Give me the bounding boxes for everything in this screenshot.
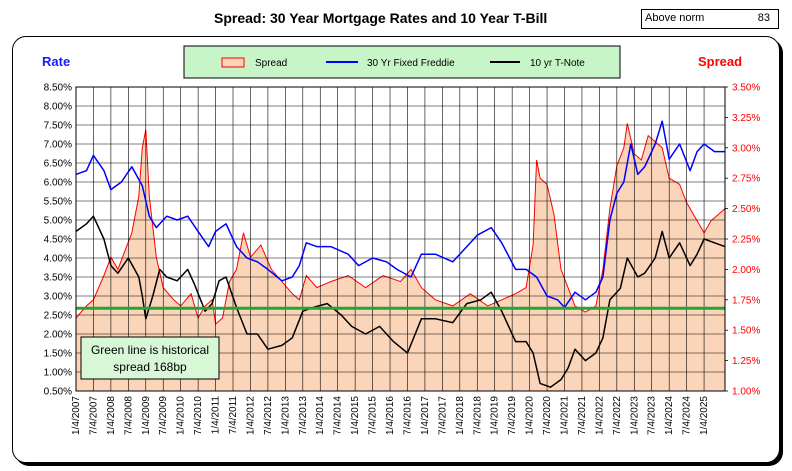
- x-tick-label: 7/4/2013: [298, 396, 309, 435]
- left-axis-title: Rate: [42, 54, 70, 69]
- right-tick-label: 2.75%: [732, 174, 760, 185]
- x-tick-label: 7/4/2012: [263, 396, 274, 435]
- left-tick-label: 4.50%: [44, 235, 72, 246]
- x-tick-label: 7/4/2018: [472, 396, 483, 435]
- x-tick-label: 7/4/2023: [647, 396, 658, 435]
- legend-box: [183, 45, 621, 79]
- left-tick-label: 1.00%: [44, 368, 72, 379]
- x-tick-label: 7/4/2020: [542, 396, 553, 435]
- above-norm-indicator: Above norm 83: [641, 9, 779, 29]
- left-tick-label: 5.00%: [44, 216, 72, 227]
- right-tick-label: 1.50%: [732, 326, 760, 337]
- x-tick-label: 1/4/2024: [664, 396, 675, 435]
- x-tick-label: 1/4/2021: [559, 396, 570, 435]
- left-tick-label: 5.50%: [44, 197, 72, 208]
- rate-line-series: [75, 120, 726, 388]
- x-tick-label: 1/4/2022: [594, 396, 605, 435]
- x-tick-label: 1/4/2011: [211, 396, 222, 435]
- x-tick-label: 1/4/2007: [71, 396, 82, 435]
- x-tick-label: 7/4/2014: [333, 396, 344, 435]
- x-tick-label: 1/4/2015: [350, 396, 361, 435]
- indicator-label: Above norm: [645, 12, 705, 24]
- right-tick-label: 2.25%: [732, 235, 760, 246]
- x-tick-label: 1/4/2014: [315, 396, 326, 435]
- x-tick-label: 7/4/2010: [193, 396, 204, 435]
- x-tick-label: 7/4/2011: [228, 396, 239, 435]
- legend-swatch-spread: [221, 57, 245, 68]
- x-tick-label: 1/4/2025: [699, 396, 710, 435]
- x-tick-label: 7/4/2024: [682, 396, 693, 435]
- x-tick-label: 7/4/2021: [577, 396, 588, 435]
- x-tick-label: 1/4/2012: [245, 396, 256, 435]
- left-tick-label: 4.00%: [44, 254, 72, 265]
- x-tick-label: 1/4/2009: [141, 396, 152, 435]
- mortgage-rate-line: [75, 120, 725, 309]
- left-tick-label: 2.50%: [44, 311, 72, 322]
- left-tick-label: 6.50%: [44, 159, 72, 170]
- legend: Spread 30 Yr Fixed Freddie 10 yr T-Note: [183, 45, 621, 79]
- right-tick-label: 1.25%: [732, 356, 760, 367]
- left-tick-label: 0.50%: [44, 387, 72, 398]
- indicator-value: 83: [757, 12, 770, 24]
- x-tick-label: 1/4/2023: [629, 396, 640, 435]
- legend-label-mortgage: 30 Yr Fixed Freddie: [367, 58, 455, 69]
- right-tick-label: 1.00%: [732, 387, 760, 398]
- chart-title: Spread: 30 Year Mortgage Rates and 10 Ye…: [214, 10, 548, 26]
- x-tick-label: 1/4/2020: [525, 396, 536, 435]
- left-tick-label: 2.00%: [44, 330, 72, 341]
- annotation-box: Green line is historical spread 168bp: [80, 336, 220, 380]
- x-tick-label: 1/4/2018: [455, 396, 466, 435]
- left-tick-label: 6.00%: [44, 178, 72, 189]
- x-tick-label: 7/4/2019: [507, 396, 518, 435]
- plot-border: [75, 86, 726, 392]
- left-tick-label: 8.00%: [44, 102, 72, 113]
- right-tick-label: 3.00%: [732, 143, 760, 154]
- x-tick-label: 1/4/2008: [106, 396, 117, 435]
- right-tick-label: 2.50%: [732, 204, 760, 215]
- x-tick-label: 7/4/2015: [368, 396, 379, 435]
- x-tick-label: 1/4/2017: [420, 396, 431, 435]
- x-tick-label: 1/4/2019: [490, 396, 501, 435]
- legend-label-tnote: 10 yr T-Note: [530, 58, 585, 69]
- spread-area: [76, 123, 725, 391]
- x-tick-label: 7/4/2017: [437, 396, 448, 435]
- left-tick-label: 8.50%: [44, 83, 72, 94]
- left-tick-label: 3.50%: [44, 273, 72, 284]
- left-tick-label: 3.00%: [44, 292, 72, 303]
- x-tick-label: 7/4/2008: [123, 396, 134, 435]
- right-axis-title: Spread: [698, 54, 742, 69]
- x-tick-label: 7/4/2022: [612, 396, 623, 435]
- right-tick-label: 2.00%: [732, 265, 760, 276]
- x-tick-label: 1/4/2013: [280, 396, 291, 435]
- x-tick-label: 7/4/2009: [158, 396, 169, 435]
- annotation-line-1: Green line is historical: [91, 343, 209, 357]
- left-tick-label: 7.50%: [44, 121, 72, 132]
- x-tick-label: 1/4/2016: [385, 396, 396, 435]
- right-tick-label: 1.75%: [732, 295, 760, 306]
- right-tick-label: 3.50%: [732, 83, 760, 94]
- annotation-line-2: spread 168bp: [113, 360, 187, 374]
- x-tick-label: 7/4/2016: [402, 396, 413, 435]
- axes: [75, 86, 728, 392]
- legend-label-spread: Spread: [255, 58, 287, 69]
- tnote-rate-line: [75, 215, 726, 388]
- tick-labels: 0.50% 1.00% 1.50% 2.00% 2.50% 3.00% 3.50% 4.00%…: [44, 83, 761, 435]
- right-tick-label: 3.25%: [732, 113, 760, 124]
- left-tick-label: 7.00%: [44, 140, 72, 151]
- x-tick-label: 7/4/2007: [88, 396, 99, 435]
- x-tick-label: 1/4/2010: [176, 396, 187, 435]
- left-tick-label: 1.50%: [44, 349, 72, 360]
